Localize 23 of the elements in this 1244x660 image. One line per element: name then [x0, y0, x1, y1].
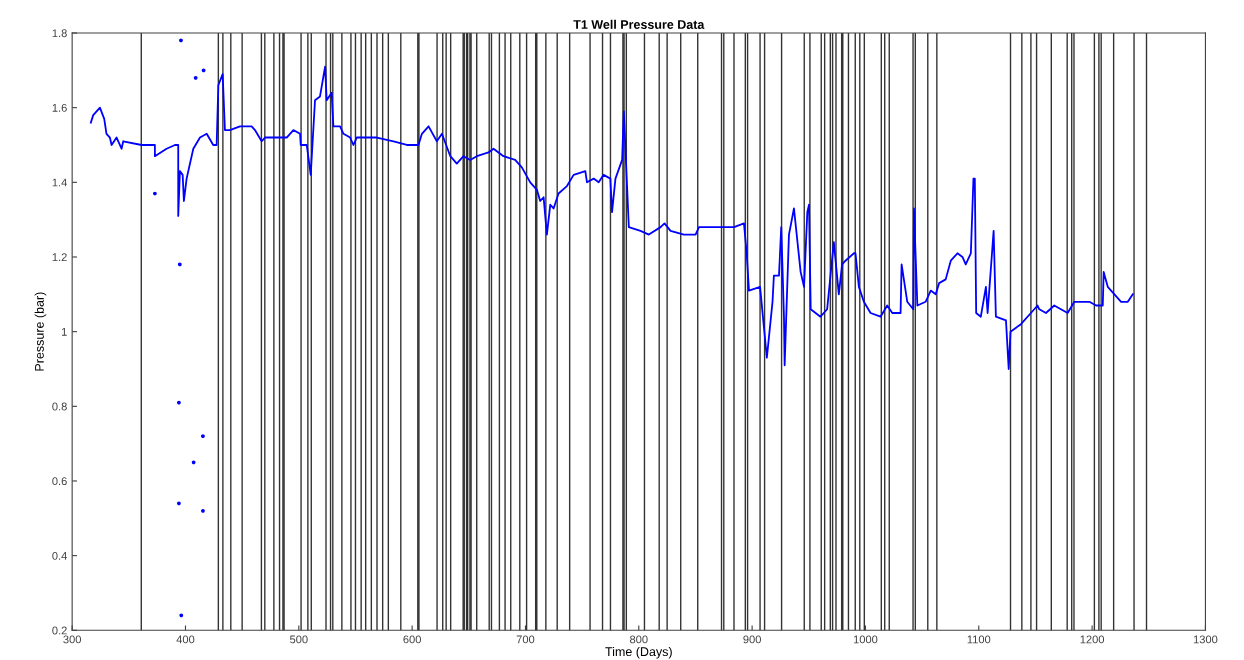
y-tick-label: 0.6: [52, 477, 67, 486]
y-tick-label: 1.6: [52, 103, 67, 112]
x-tick-label: 800: [630, 635, 648, 644]
y-tick-label: 1.8: [52, 29, 67, 38]
x-tick-label: 400: [176, 635, 195, 644]
y-tick-label: 1.2: [52, 253, 67, 262]
x-tick-label: 1000: [853, 635, 878, 644]
y-tick-label: 0.8: [52, 402, 67, 411]
chart-title: T1 Well Pressure Data: [573, 19, 705, 29]
x-tick-label: 600: [403, 635, 421, 644]
x-tick-label: 300: [63, 635, 81, 644]
x-tick-label: 1200: [1080, 635, 1105, 644]
x-tick-label: 500: [289, 635, 308, 644]
y-tick-label: 1: [61, 328, 67, 336]
y-tick-label: 1.4: [52, 178, 67, 187]
y-axis-title: Pressure (bar): [34, 292, 47, 371]
x-tick-label: 1100: [967, 635, 991, 644]
x-tick-label: 900: [743, 635, 761, 644]
y-tick-label: 0.2: [52, 626, 67, 635]
y-tick-label: 0.4: [52, 551, 67, 560]
x-axis-title: Time (Days): [605, 646, 672, 659]
x-tick-label: 1300: [1193, 635, 1218, 644]
x-tick-label: 700: [516, 635, 535, 644]
